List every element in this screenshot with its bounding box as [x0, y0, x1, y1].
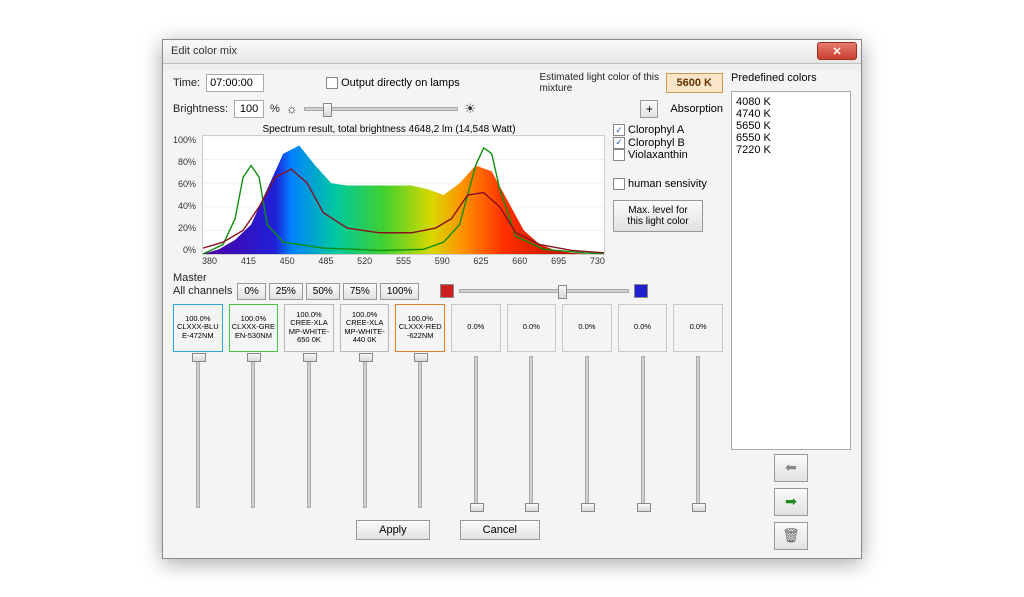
channel-slider[interactable]	[251, 356, 255, 508]
close-icon: ✕	[832, 45, 841, 58]
edit-color-mix-window: Edit color mix ✕ Time: Output directly o…	[162, 39, 862, 559]
channel-info[interactable]: 0.0%	[618, 304, 668, 352]
channel: 100.0%CLXXX-BLUE-472NM	[173, 304, 223, 508]
absorption-checkbox[interactable]: ✓Clorophyl A	[613, 124, 684, 136]
channel: 100.0%CLXXX-RED-622NM	[395, 304, 445, 508]
checkbox-icon	[326, 77, 338, 89]
color-swatch-left[interactable]	[440, 284, 454, 298]
window-title: Edit color mix	[171, 45, 237, 57]
channel-slider[interactable]	[696, 356, 700, 508]
channel: 100.0%CREE-XLAMP-WHITE-650 0K	[284, 304, 334, 508]
checkbox-icon	[613, 178, 625, 190]
absorption-checkbox-group: ✓Clorophyl A✓Clorophyl BViolaxanthin	[613, 124, 723, 164]
absorption-checkbox[interactable]: ✓Clorophyl B	[613, 137, 685, 149]
chart-x-axis: 380415450485520555590625660695730	[202, 255, 605, 266]
channel-slider[interactable]	[363, 356, 367, 508]
arrow-left-icon: ⬅	[785, 459, 797, 476]
trash-icon: 🗑	[782, 527, 800, 544]
move-left-button[interactable]: ⬅	[774, 454, 808, 482]
checkbox-icon	[613, 149, 625, 161]
brightness-slider[interactable]	[304, 107, 459, 111]
apply-button[interactable]: Apply	[356, 520, 430, 540]
time-label: Time:	[173, 77, 200, 89]
channel: 0.0%	[562, 304, 612, 508]
channel: 100.0%CREE-XLAMP-WHITE-440 0K	[340, 304, 390, 508]
predefined-list[interactable]: 4080 K4740 K5650 K6550 K7220 K	[731, 91, 851, 450]
predefined-item[interactable]: 4080 K	[736, 96, 846, 108]
cancel-button[interactable]: Cancel	[460, 520, 540, 540]
channel-info[interactable]: 100.0%CLXXX-BLUE-472NM	[173, 304, 223, 352]
channel-slider[interactable]	[474, 356, 478, 508]
close-button[interactable]: ✕	[817, 42, 857, 60]
channel-slider[interactable]	[641, 356, 645, 508]
channel-info[interactable]: 0.0%	[451, 304, 501, 352]
channel-info[interactable]: 0.0%	[507, 304, 557, 352]
predefined-item[interactable]: 5650 K	[736, 120, 846, 132]
checkbox-icon: ✓	[613, 124, 625, 136]
checkbox-icon: ✓	[613, 137, 625, 149]
time-input[interactable]	[206, 74, 264, 92]
sun-dim-icon: ☼	[286, 101, 298, 116]
channel-info[interactable]: 100.0%CLXXX-GREEN-530NM	[229, 304, 279, 352]
predefined-item[interactable]: 6550 K	[736, 132, 846, 144]
all-channels-label: All channels	[173, 285, 232, 297]
color-swatch-right[interactable]	[634, 284, 648, 298]
predefined-title: Predefined colors	[731, 72, 851, 84]
add-preset-button[interactable]: +	[640, 100, 658, 118]
channel-slider[interactable]	[585, 356, 589, 508]
channel-info[interactable]: 100.0%CREE-XLAMP-WHITE-440 0K	[340, 304, 390, 352]
channel-info[interactable]: 100.0%CREE-XLAMP-WHITE-650 0K	[284, 304, 334, 352]
channels-panel: 100.0%CLXXX-BLUE-472NM100.0%CLXXX-GREEN-…	[173, 304, 723, 508]
preset-button[interactable]: 75%	[343, 283, 377, 300]
preset-button[interactable]: 25%	[269, 283, 303, 300]
estimate-label: Estimated light color of this mixture	[540, 72, 660, 94]
move-right-button[interactable]: ➡	[774, 488, 808, 516]
absorption-group: Absorption	[670, 103, 723, 115]
preset-button[interactable]: 50%	[306, 283, 340, 300]
sun-bright-icon: ☀	[464, 101, 476, 117]
arrow-right-icon: ➡	[785, 493, 797, 510]
channel: 0.0%	[451, 304, 501, 508]
preset-button[interactable]: 0%	[237, 283, 265, 300]
channel: 100.0%CLXXX-GREEN-530NM	[229, 304, 279, 508]
absorption-title: Absorption	[670, 103, 723, 115]
chart-title: Spectrum result, total brightness 4648,2…	[173, 124, 605, 135]
channel: 0.0%	[673, 304, 723, 508]
max-level-button[interactable]: Max. level for this light color	[613, 200, 703, 232]
spectrum-chart	[202, 135, 605, 255]
predefined-item[interactable]: 7220 K	[736, 144, 846, 156]
channel-info[interactable]: 0.0%	[562, 304, 612, 352]
brightness-label: Brightness:	[173, 103, 228, 115]
channel-info[interactable]: 0.0%	[673, 304, 723, 352]
delete-button[interactable]: 🗑	[774, 522, 808, 550]
brightness-input[interactable]	[234, 100, 264, 118]
predefined-item[interactable]: 4740 K	[736, 108, 846, 120]
absorption-checkbox[interactable]: Violaxanthin	[613, 149, 688, 161]
kelvin-display: 5600 K	[666, 73, 723, 93]
master-slider[interactable]	[459, 289, 629, 293]
output-direct-checkbox[interactable]: Output directly on lamps	[326, 77, 460, 89]
plus-icon: +	[646, 102, 653, 116]
titlebar: Edit color mix ✕	[163, 40, 861, 64]
channel-slider[interactable]	[307, 356, 311, 508]
master-title: Master	[173, 272, 723, 284]
channel-info[interactable]: 100.0%CLXXX-RED-622NM	[395, 304, 445, 352]
channel-slider[interactable]	[418, 356, 422, 508]
chart-y-axis: 100%80%60%40%20%0%	[173, 135, 198, 266]
channel: 0.0%	[507, 304, 557, 508]
channel-slider[interactable]	[196, 356, 200, 508]
human-sensitivity-checkbox[interactable]: human sensivity	[613, 178, 723, 190]
channel: 0.0%	[618, 304, 668, 508]
preset-button[interactable]: 100%	[380, 283, 420, 300]
channel-slider[interactable]	[529, 356, 533, 508]
